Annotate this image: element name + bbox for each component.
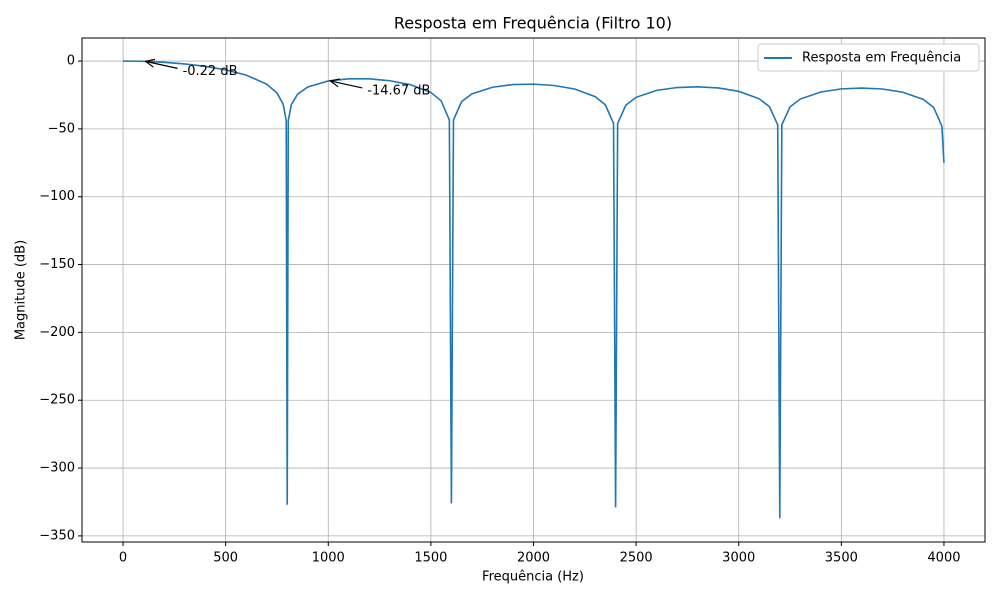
y-tick-label: 0 [67,54,75,69]
legend-label: Resposta em Frequência [802,51,961,66]
annotation: -0.22 dB [183,64,238,79]
y-axis-label: Magnitude (dB) [14,240,29,340]
y-tick-label: −300 [39,461,75,476]
annotation-arrow [146,61,178,69]
x-tick-label: 3000 [722,551,755,566]
y-tick-label: −50 [48,121,75,136]
chart-title: Resposta em Frequência (Filtro 10) [394,14,672,33]
plot-frame [81,37,986,543]
y-tick-label: −100 [39,189,75,204]
legend-box [757,43,980,72]
series-line [123,60,945,519]
y-tick-label: −200 [39,325,75,340]
y-tick-label: −350 [39,528,75,543]
x-tick-label: 3500 [825,551,858,566]
x-tick-label: 2500 [620,551,653,566]
y-tick-label: −150 [39,257,75,272]
annotation-arrow [330,81,363,89]
x-tick-label: 500 [213,551,238,566]
x-tick-label: 1500 [414,551,447,566]
x-tick-label: 4000 [927,551,960,566]
y-tick-label: −250 [39,393,75,408]
x-axis-label: Frequência (Hz) [482,570,584,585]
x-tick-label: 0 [119,551,127,566]
annotation: -14.67 dB [367,83,430,98]
x-tick-label: 2000 [517,551,550,566]
x-tick-label: 1000 [312,551,345,566]
